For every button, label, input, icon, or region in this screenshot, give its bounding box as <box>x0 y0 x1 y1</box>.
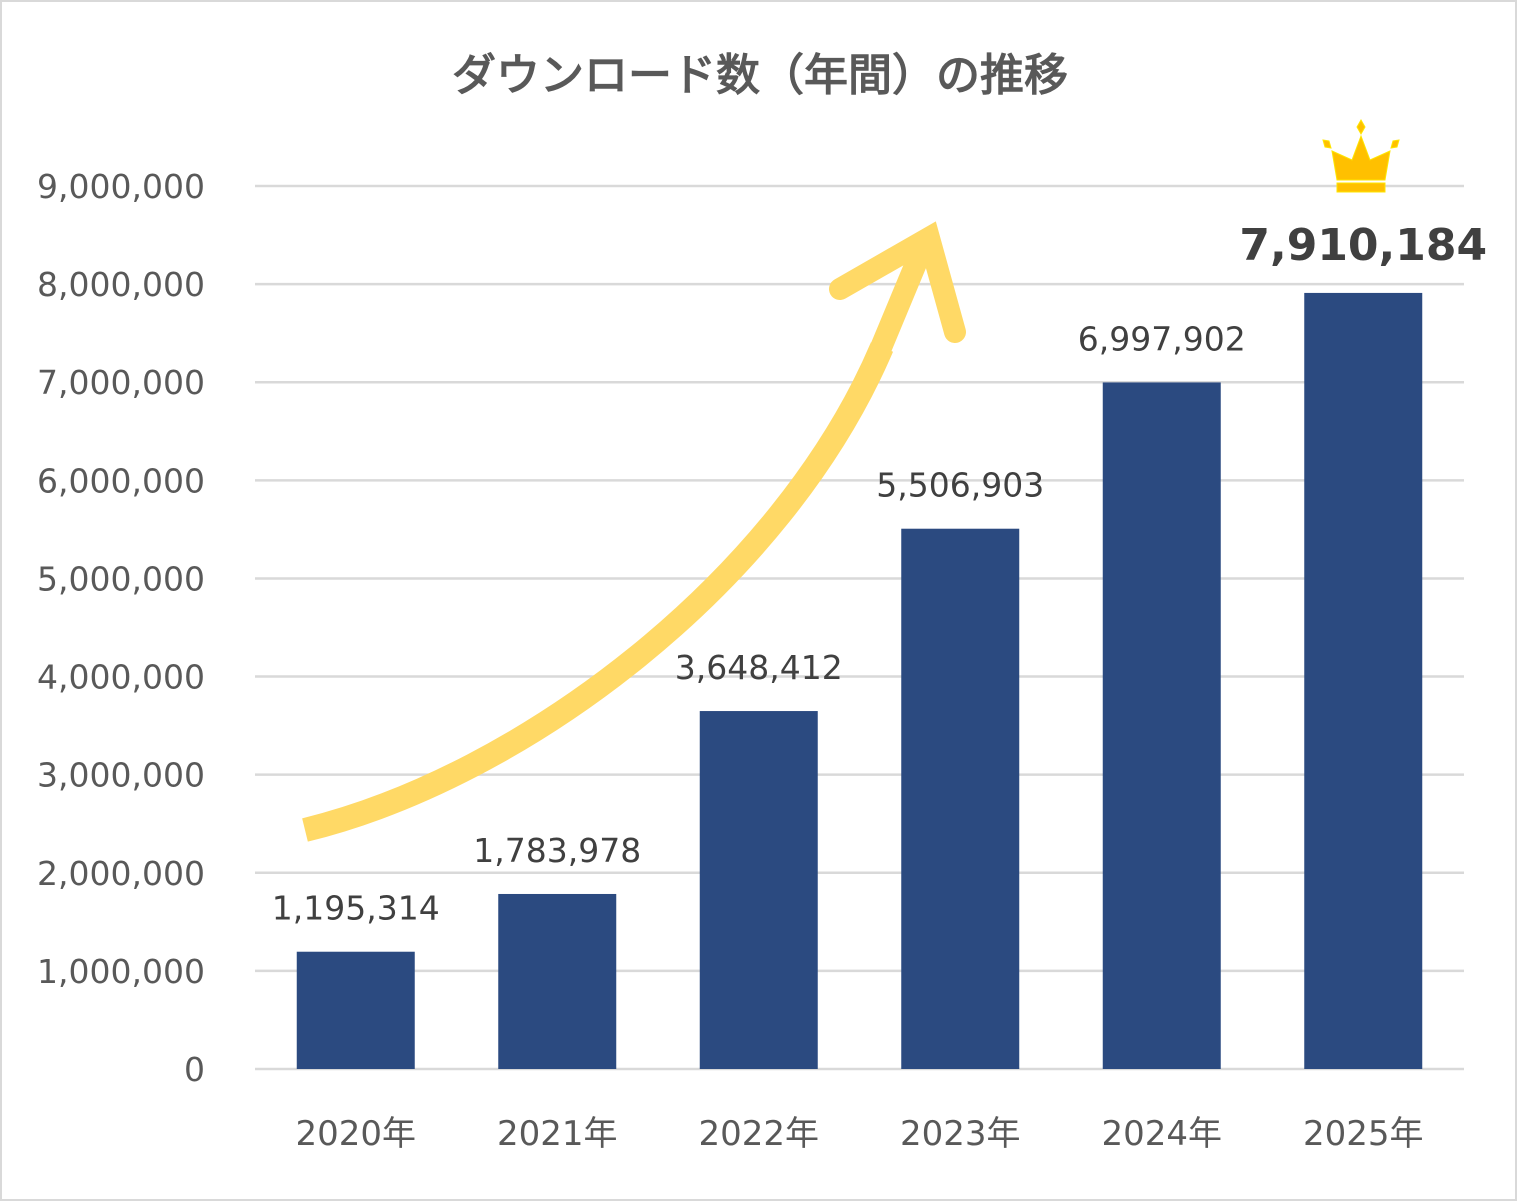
bar-2022年 <box>699 711 818 1069</box>
y-tick-label: 2,000,000 <box>37 854 205 893</box>
data-label-highlight: 7,910,184 <box>1239 220 1487 271</box>
x-tick-label: 2020年 <box>295 1114 416 1154</box>
x-tick-label: 2022年 <box>698 1114 819 1154</box>
trend-arrow-head <box>829 221 966 343</box>
y-tick-label: 7,000,000 <box>37 363 205 402</box>
x-tick-label: 2023年 <box>900 1114 1021 1154</box>
y-tick-label: 5,000,000 <box>37 559 205 598</box>
data-label: 1,783,978 <box>473 831 641 870</box>
y-tick-label: 8,000,000 <box>37 265 205 304</box>
bar-2024年 <box>1102 382 1221 1069</box>
y-tick-label: 6,000,000 <box>37 461 205 500</box>
x-tick-label: 2024年 <box>1101 1114 1222 1154</box>
bar-2023年 <box>901 528 1020 1069</box>
x-tick-label: 2021年 <box>497 1114 618 1154</box>
data-label: 5,506,903 <box>876 466 1044 505</box>
bar-2025年 <box>1304 292 1423 1069</box>
crown-icon <box>1322 118 1400 193</box>
data-label: 6,997,902 <box>1078 319 1246 358</box>
y-tick-label: 4,000,000 <box>37 658 205 697</box>
trend-arrow <box>302 221 966 842</box>
bar-2020年 <box>296 951 415 1069</box>
x-tick-label: 2025年 <box>1303 1114 1424 1154</box>
chart-title: ダウンロード数（年間）の推移 <box>452 50 1068 101</box>
data-label: 3,648,412 <box>675 648 843 687</box>
y-tick-label: 3,000,000 <box>37 756 205 795</box>
data-label: 1,195,314 <box>272 889 440 928</box>
y-tick-label: 0 <box>184 1050 205 1089</box>
y-tick-label: 9,000,000 <box>37 167 205 206</box>
trend-arrow-shaft <box>302 342 894 842</box>
y-tick-label: 1,000,000 <box>37 952 205 991</box>
bar-2021年 <box>498 893 617 1069</box>
